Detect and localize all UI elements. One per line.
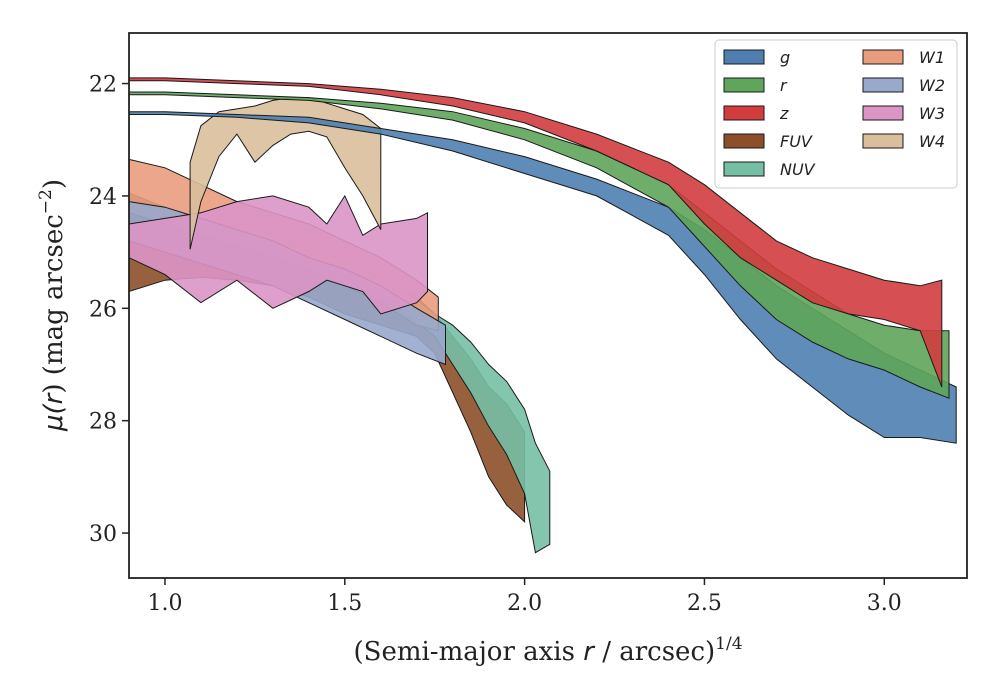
y-tick-label: 22: [89, 73, 117, 98]
x-tick-label: 1.0: [147, 591, 182, 616]
x-tick-label: 2.0: [507, 591, 542, 616]
legend-swatch-r: [723, 77, 765, 93]
legend-label-g: g: [780, 48, 790, 67]
y-tick-label: 24: [89, 185, 117, 210]
legend-label-r: r: [780, 76, 788, 95]
x-tick-label: 1.5: [327, 591, 362, 616]
y-tick-label: 28: [89, 410, 117, 435]
y-axis-title-sup: −2: [36, 189, 56, 214]
series-layer: [128, 77, 957, 554]
x-tick-label: 3.0: [867, 591, 902, 616]
legend-swatch-w4: [862, 133, 904, 149]
x-axis-title-rest: / arcsec): [594, 637, 715, 667]
axis-layer: 1.0 1.5 2.0 2.5 3.0 22 24 26 28 30: [89, 73, 902, 616]
series-band-z: [128, 77, 943, 388]
legend-label-fuv: FUV: [780, 132, 813, 151]
legend-swatch-g: [723, 49, 765, 65]
y-axis-title-rest: ) (mag arcsec: [39, 214, 69, 393]
x-axis-title-sup: 1/4: [715, 634, 742, 654]
legend-label-w1: W1: [919, 48, 945, 67]
legend-swatch-w3: [862, 105, 904, 121]
legend-swatch-nuv: [723, 161, 765, 177]
x-axis-title-var: r: [583, 637, 596, 667]
series-band-w4: [189, 97, 382, 250]
legend-swatch-fuv: [723, 133, 765, 149]
y-axis-title: μ(r) (mag arcsec−2): [36, 179, 69, 432]
series-band-g: [128, 111, 957, 444]
y-axis-title-var: r: [39, 391, 69, 404]
y-tick-label: 26: [89, 297, 117, 322]
legend-box: [714, 39, 958, 189]
legend: grz FUV NUV W1 W2 W3 W4: [714, 39, 958, 189]
plot-frame: [128, 32, 968, 579]
legend-label-w4: W4: [919, 132, 945, 151]
legend-label-w3: W3: [919, 104, 945, 123]
y-axis-title-main: μ(: [39, 402, 69, 432]
legend-swatch-w1: [862, 49, 904, 65]
series-band-r: [128, 91, 950, 399]
legend-label-nuv: NUV: [780, 160, 816, 179]
legend-label-z: z: [779, 104, 789, 123]
x-tick-label: 2.5: [687, 591, 722, 616]
y-axis-title-end: ): [39, 179, 69, 189]
legend-swatch-w2: [862, 77, 904, 93]
x-axis-title: (Semi-major axis r / arcsec)1/4: [353, 634, 742, 667]
legend-swatch-z: [723, 105, 765, 121]
legend-label-w2: W2: [919, 76, 945, 95]
y-tick-label: 30: [89, 522, 117, 547]
series-band-w3: [128, 194, 428, 315]
x-axis-title-main: (Semi-major axis: [353, 637, 583, 667]
